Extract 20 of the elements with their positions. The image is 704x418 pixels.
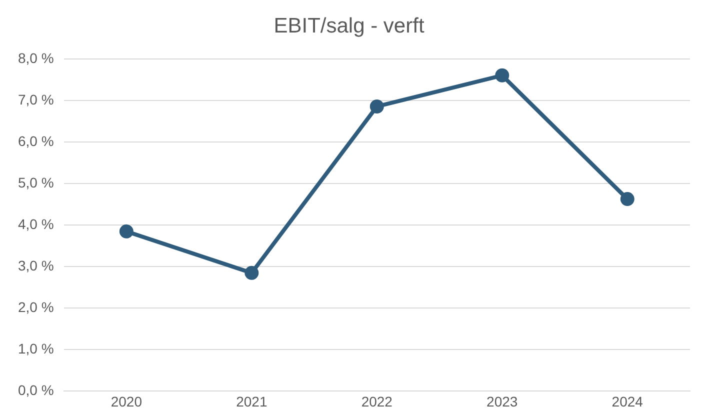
- y-tick-label: 6,0 %: [18, 133, 54, 150]
- y-tick-label: 7,0 %: [18, 92, 54, 108]
- x-tick-label: 2022: [361, 393, 393, 410]
- y-tick-label: 4,0 %: [18, 216, 54, 232]
- y-tick-label: 0,0 %: [18, 382, 54, 398]
- y-tick-label: 8,0 %: [18, 50, 54, 66]
- chart-title: EBIT/salg - verft: [274, 14, 424, 38]
- point: [620, 192, 634, 206]
- y-tick-label: 2,0 %: [18, 299, 54, 316]
- point: [495, 68, 510, 82]
- y-tick-label: 1,0 %: [18, 340, 54, 357]
- x-tick-label: 2023: [486, 393, 518, 410]
- x-tick-label: 2024: [612, 393, 644, 410]
- point: [370, 100, 384, 114]
- point: [244, 266, 259, 280]
- x-tick-label: 2020: [110, 393, 142, 410]
- y-tick-label: 3,0 %: [18, 258, 54, 274]
- y-tick-label: 5,0 %: [18, 174, 54, 191]
- point: [119, 224, 134, 238]
- x-tick-label: 2021: [236, 393, 268, 410]
